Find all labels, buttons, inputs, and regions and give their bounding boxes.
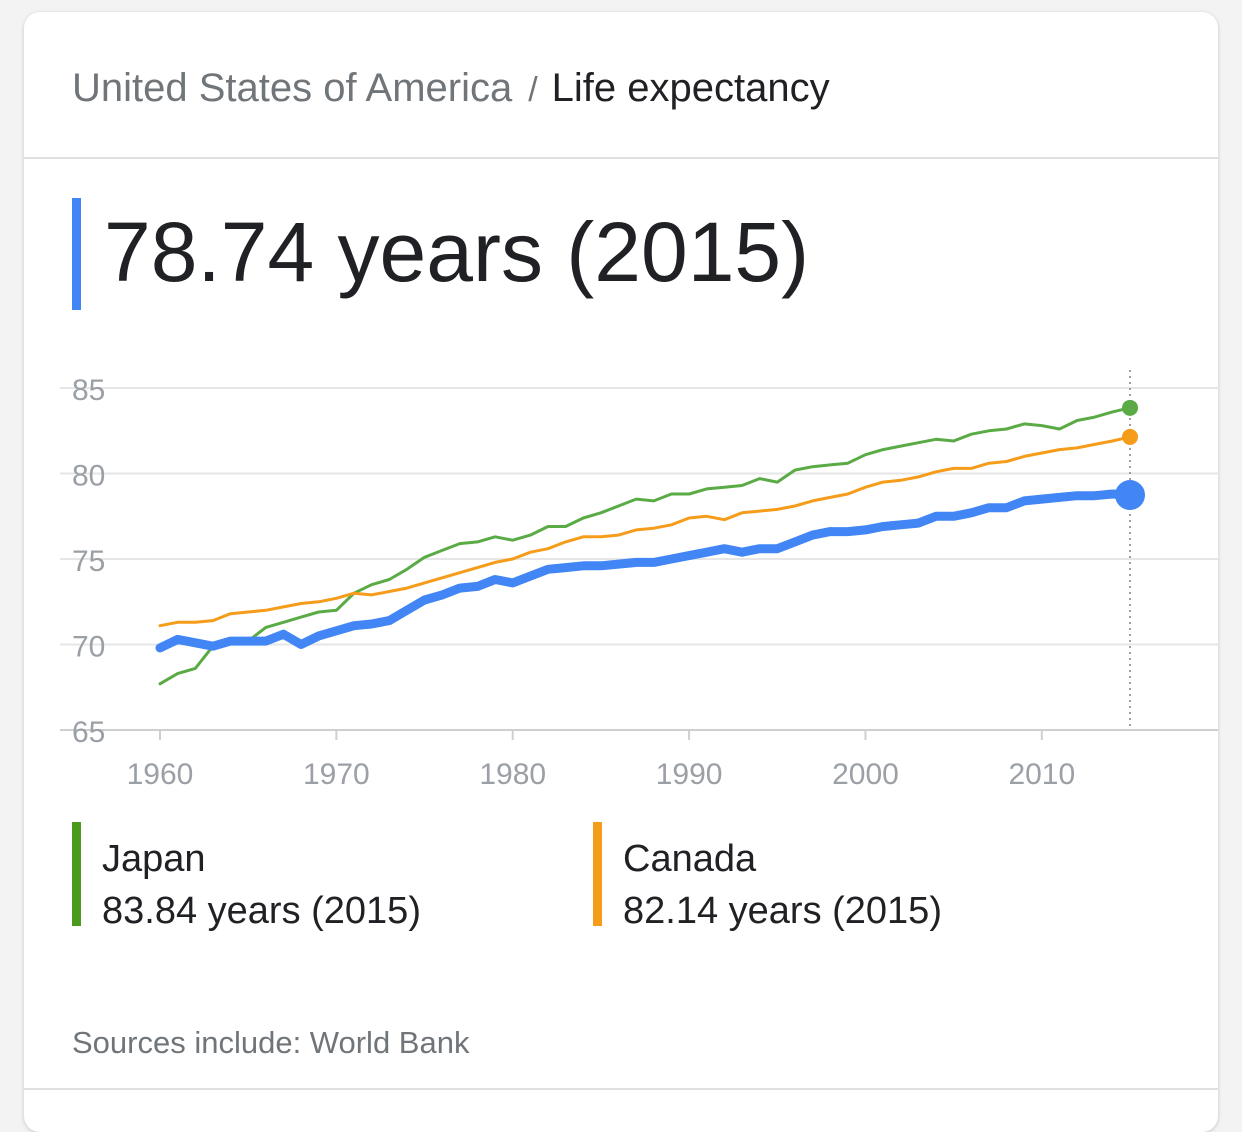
legend-series-value: 82.14 years (2015) — [623, 890, 942, 932]
knowledge-card: United States of America / Life expectancy… — [24, 12, 1218, 1132]
breadcrumb-topic: Life expectancy — [551, 66, 830, 110]
series-endpoint-canada — [1122, 428, 1138, 445]
main-value: 78.74 years (2015) — [104, 205, 810, 299]
breadcrumb-country-link[interactable]: United States of America — [72, 66, 513, 110]
x-tick-label: 1970 — [303, 758, 370, 791]
y-tick-label: 75 — [72, 545, 105, 578]
x-tick-label: 2000 — [832, 758, 899, 791]
y-tick-label: 80 — [72, 460, 105, 493]
source-attribution: Sources include: World Bank — [72, 1025, 470, 1060]
y-tick-label: 70 — [72, 631, 105, 664]
x-tick-label: 1980 — [479, 758, 546, 791]
life-expectancy-chart[interactable]: 85 80 75 70 65 1960 1970 1980 1990 2000 2010 — [24, 352, 1218, 812]
legend-series-name: Canada — [623, 838, 757, 880]
x-tick-label: 2010 — [1008, 758, 1075, 791]
breadcrumb-separator: / — [528, 71, 538, 109]
y-tick-label: 85 — [72, 374, 105, 407]
x-tick-label: 1960 — [127, 758, 194, 791]
series-line-canada — [158, 435, 1132, 628]
footer-divider — [24, 1088, 1218, 1090]
series-line-united-states-of-america — [155, 489, 1135, 653]
breadcrumb: United States of America / Life expectancy — [72, 64, 830, 114]
legend-series-value: 83.84 years (2015) — [102, 890, 421, 932]
series-endpoint-united-states-of-america — [1115, 480, 1145, 511]
legend-series-name: Japan — [102, 838, 206, 880]
y-tick-label: 65 — [72, 716, 105, 749]
series-line-japan — [158, 406, 1132, 686]
x-tick-label: 1990 — [656, 758, 723, 791]
series-endpoint-japan — [1122, 399, 1138, 416]
legend-color-bar — [72, 822, 81, 926]
header-divider — [24, 157, 1218, 159]
main-value-accent-bar — [72, 198, 81, 310]
legend-color-bar — [593, 822, 602, 926]
